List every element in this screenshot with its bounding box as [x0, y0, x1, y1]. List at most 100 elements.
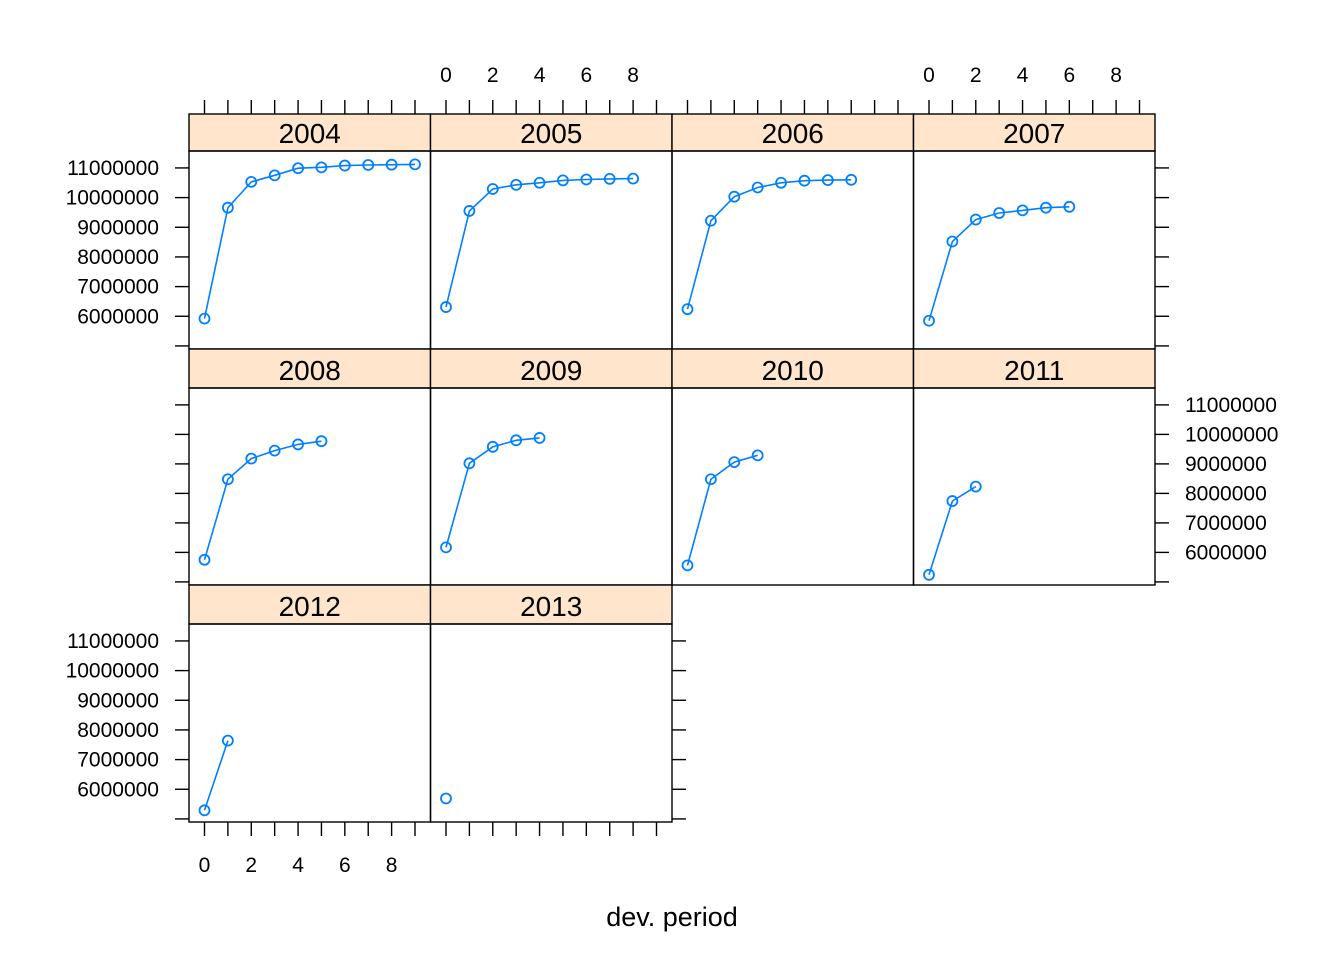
- data-point: [315, 435, 328, 448]
- x-tick-label: 8: [386, 854, 398, 877]
- data-point: [751, 449, 764, 462]
- y-tick-label: 8000000: [1185, 482, 1267, 505]
- data-point: [704, 473, 717, 486]
- x-tick-label: 6: [580, 64, 592, 87]
- x-tick-label: 0: [440, 64, 452, 87]
- strip-label-2011: 2011: [1004, 355, 1064, 386]
- data-point: [603, 173, 616, 185]
- y-tick-label: 9000000: [77, 216, 159, 239]
- strip-label-2004: 2004: [279, 118, 341, 149]
- panel-2010: 2010: [671, 348, 915, 586]
- strip-label-2005: 2005: [520, 118, 582, 149]
- strip-label-2013: 2013: [520, 591, 582, 622]
- series-line-2012: [203, 740, 229, 811]
- y-tick-label: 6000000: [1185, 541, 1267, 564]
- y-tick-label: 7000000: [77, 749, 159, 772]
- x-tick-label: 8: [1110, 64, 1122, 87]
- y-tick-label: 9000000: [1185, 453, 1267, 476]
- panel-2005: 2005 0 2 4 6 8: [429, 64, 673, 350]
- panel-frame-2012: [188, 623, 432, 823]
- series-line-2010: [686, 454, 758, 566]
- y-tick-label: 8000000: [77, 246, 159, 269]
- data-point: [627, 172, 640, 185]
- y-tick-label: 7000000: [1185, 512, 1267, 535]
- panel-2004: 2004 6000000 7000000 8000000 9000000 10000000…: [66, 100, 432, 350]
- panel-frame-2013: [429, 623, 673, 823]
- data-point: [969, 213, 982, 226]
- data-point: [486, 183, 499, 195]
- panel-2009: 2009: [429, 348, 673, 586]
- data-point: [557, 174, 569, 187]
- x-tick-label: 8: [627, 64, 639, 87]
- data-point: [221, 734, 234, 747]
- x-tick-label: 2: [970, 64, 982, 87]
- strip-label-2008: 2008: [279, 355, 341, 386]
- data-point: [681, 559, 694, 572]
- panel-2013: 2013: [429, 584, 686, 836]
- panel-2011: 2011 6000000 7000000 8000000 9000000 10000000…: [912, 348, 1278, 586]
- y-tick-label: 11000000: [1185, 394, 1277, 417]
- data-point: [681, 303, 694, 316]
- series-line-2011: [928, 485, 977, 576]
- series-line-2007: [928, 206, 1070, 321]
- y-tick-label: 10000000: [66, 660, 159, 683]
- x-axis-title: dev. period: [606, 902, 738, 932]
- panel-2012: 2012 6000000 7000000 8000000 9000000 10000000…: [66, 584, 432, 877]
- data-point: [775, 176, 787, 189]
- data-point: [292, 162, 304, 175]
- strip-2006: [671, 113, 915, 152]
- data-point: [440, 301, 452, 313]
- strip-label-2010: 2010: [762, 355, 824, 386]
- strip-2013: [429, 584, 673, 625]
- strip-label-2012: 2012: [279, 591, 341, 622]
- data-point: [486, 440, 499, 453]
- data-point: [969, 480, 982, 493]
- y-tick-label: 7000000: [77, 276, 159, 299]
- data-point: [268, 444, 281, 457]
- data-point: [751, 181, 764, 194]
- data-point: [1016, 204, 1029, 217]
- data-point: [198, 312, 211, 325]
- series-line-2005: [445, 177, 634, 308]
- data-point: [221, 201, 234, 214]
- series-line-2009: [445, 437, 540, 548]
- y-tick-label: 11000000: [67, 157, 159, 180]
- data-point: [221, 473, 234, 486]
- x-tick-label: 2: [245, 854, 257, 877]
- panel-frame-2011: [912, 387, 1156, 586]
- data-point: [198, 553, 211, 566]
- data-point: [292, 438, 304, 451]
- data-point: [798, 174, 811, 187]
- strip-label-2007: 2007: [1003, 118, 1065, 149]
- strip-2010: [671, 348, 915, 389]
- strip-label-2006: 2006: [762, 118, 824, 149]
- data-point: [821, 174, 834, 186]
- data-point: [245, 452, 258, 465]
- data-point: [463, 205, 476, 217]
- panels-layer: 2004 6000000 7000000 8000000 9000000 10000000…: [66, 64, 1279, 877]
- series-line-2004: [203, 163, 416, 319]
- data-point: [923, 314, 935, 327]
- strip-2009: [429, 348, 673, 389]
- x-tick-label: 2: [487, 64, 499, 87]
- data-point: [510, 434, 523, 447]
- data-point: [315, 161, 328, 174]
- panel-frame-2006: [671, 150, 915, 350]
- data-point: [923, 568, 935, 581]
- data-point: [385, 158, 398, 171]
- data-point: [409, 158, 421, 171]
- panel-2006: 2006: [671, 100, 915, 350]
- y-tick-label: 6000000: [77, 305, 159, 328]
- data-point: [704, 214, 717, 227]
- data-point: [580, 173, 593, 186]
- data-point: [338, 159, 351, 172]
- data-point: [993, 207, 1006, 219]
- x-tick-label: 6: [1063, 64, 1075, 87]
- x-tick-label: 0: [923, 64, 935, 87]
- data-point: [440, 541, 452, 554]
- y-tick-label: 9000000: [77, 689, 159, 712]
- data-point: [198, 804, 211, 817]
- strip-2011: [912, 348, 1156, 389]
- data-point: [845, 173, 858, 186]
